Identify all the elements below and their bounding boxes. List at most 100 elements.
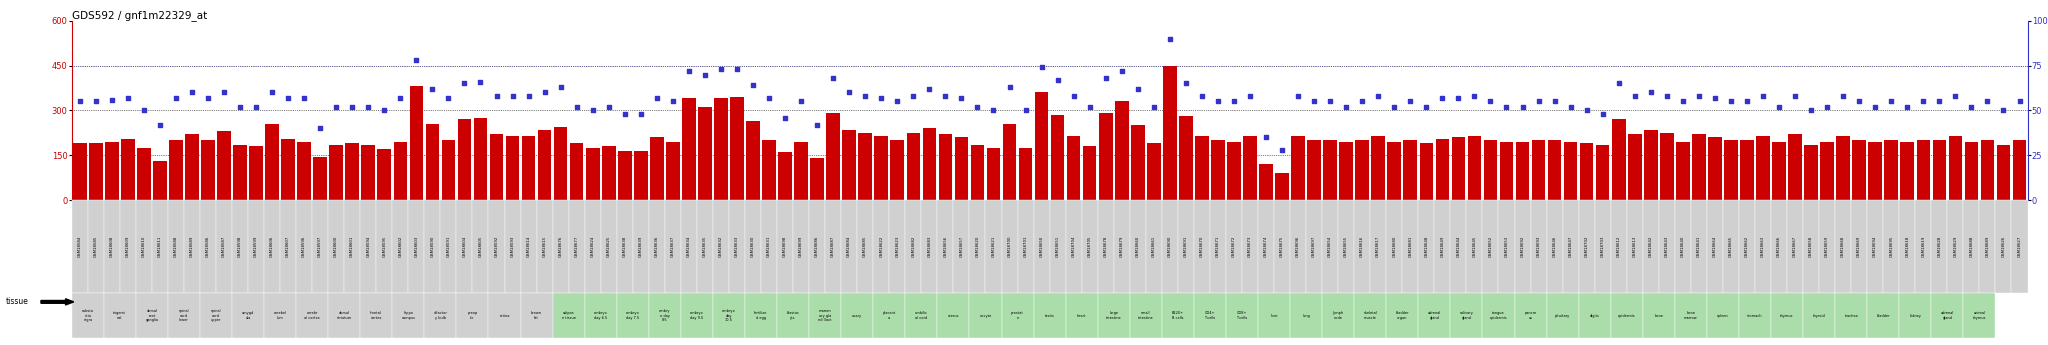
Bar bbox=[891, 140, 903, 200]
Point bbox=[768, 115, 801, 120]
Text: GSM18672: GSM18672 bbox=[1233, 236, 1235, 257]
Point bbox=[977, 108, 1010, 113]
Text: GSM18613: GSM18613 bbox=[1632, 236, 1636, 257]
Point bbox=[496, 93, 528, 99]
Text: GSM18688: GSM18688 bbox=[1970, 236, 1974, 257]
Text: GSM18601: GSM18601 bbox=[350, 236, 354, 257]
Text: GSM18628: GSM18628 bbox=[1937, 236, 1942, 257]
Bar bbox=[1933, 140, 1946, 200]
Point bbox=[1169, 81, 1202, 86]
Bar bbox=[426, 124, 438, 200]
Point bbox=[256, 90, 289, 95]
Bar bbox=[506, 136, 520, 200]
Bar bbox=[682, 98, 696, 200]
Text: amygd
ala: amygd ala bbox=[242, 312, 254, 320]
Text: GSM18624: GSM18624 bbox=[590, 236, 594, 257]
Text: GSM18646: GSM18646 bbox=[1552, 236, 1556, 257]
Text: GSM18590: GSM18590 bbox=[430, 236, 434, 257]
Text: GSM18608: GSM18608 bbox=[111, 236, 115, 257]
Text: GSM18657: GSM18657 bbox=[958, 236, 963, 257]
Text: GSM18658: GSM18658 bbox=[1808, 236, 1812, 257]
Bar bbox=[762, 140, 776, 200]
Bar bbox=[938, 134, 952, 200]
Text: GSM18665: GSM18665 bbox=[1729, 236, 1733, 257]
Point bbox=[80, 99, 113, 104]
Text: GSM18675: GSM18675 bbox=[1280, 236, 1284, 257]
Text: GSM18662: GSM18662 bbox=[1745, 236, 1749, 257]
Point bbox=[561, 104, 594, 110]
Point bbox=[1571, 108, 1604, 113]
Text: GSM18691: GSM18691 bbox=[1184, 236, 1188, 257]
Point bbox=[672, 68, 705, 74]
Bar bbox=[987, 148, 999, 200]
Text: GSM18631: GSM18631 bbox=[768, 236, 770, 257]
Bar bbox=[1372, 136, 1384, 200]
Text: GSM18656: GSM18656 bbox=[944, 236, 948, 257]
Text: GSM18585: GSM18585 bbox=[94, 236, 98, 257]
Text: GSM18679: GSM18679 bbox=[1120, 236, 1124, 257]
Bar bbox=[1548, 140, 1561, 200]
Text: GSM18645: GSM18645 bbox=[1473, 236, 1477, 257]
Text: GSM18619: GSM18619 bbox=[1921, 236, 1925, 257]
Bar bbox=[811, 158, 823, 200]
Bar bbox=[1579, 143, 1593, 200]
Bar bbox=[1163, 66, 1178, 200]
Text: pituitary: pituitary bbox=[1554, 314, 1571, 318]
Point bbox=[1827, 93, 1860, 99]
Text: adrenal
gland: adrenal gland bbox=[1427, 312, 1442, 320]
Bar bbox=[842, 130, 856, 200]
Bar bbox=[1483, 140, 1497, 200]
Text: embryo
day
10.5: embryo day 10.5 bbox=[723, 309, 735, 322]
Bar bbox=[971, 145, 985, 200]
Bar bbox=[569, 143, 584, 200]
Point bbox=[528, 90, 561, 95]
Point bbox=[1475, 99, 1507, 104]
Bar bbox=[154, 161, 166, 200]
Bar bbox=[1403, 140, 1417, 200]
Text: GDS592 / gnf1m22329_at: GDS592 / gnf1m22329_at bbox=[72, 10, 207, 21]
Point bbox=[897, 93, 930, 99]
Text: GSM18666: GSM18666 bbox=[1778, 236, 1782, 257]
Text: frontal
cortex: frontal cortex bbox=[371, 312, 383, 320]
Bar bbox=[1804, 145, 1819, 200]
Text: embryo
day 7.5: embryo day 7.5 bbox=[627, 312, 639, 320]
Point bbox=[176, 90, 209, 95]
Bar bbox=[1067, 136, 1081, 200]
Text: GSM18598: GSM18598 bbox=[238, 236, 242, 257]
Bar bbox=[1516, 142, 1530, 200]
Text: small
intestine: small intestine bbox=[1139, 312, 1153, 320]
Text: GSM18639: GSM18639 bbox=[639, 236, 643, 257]
Point bbox=[2003, 99, 2036, 104]
Text: GSM18705: GSM18705 bbox=[1087, 236, 1092, 257]
Point bbox=[625, 111, 657, 117]
Text: GSM18629: GSM18629 bbox=[1954, 236, 1958, 257]
Point bbox=[352, 104, 385, 110]
Bar bbox=[1210, 140, 1225, 200]
Text: GSM18674: GSM18674 bbox=[1264, 236, 1268, 257]
Text: fertilize
d egg: fertilize d egg bbox=[754, 312, 768, 320]
Text: preop
tic: preop tic bbox=[467, 312, 477, 320]
Bar bbox=[1307, 140, 1321, 200]
Bar bbox=[1901, 142, 1915, 200]
Text: GSM18609: GSM18609 bbox=[125, 236, 129, 257]
Bar bbox=[1851, 140, 1866, 200]
Point bbox=[721, 66, 754, 72]
Point bbox=[1554, 104, 1587, 110]
Bar bbox=[1821, 142, 1833, 200]
Text: liver: liver bbox=[1270, 314, 1278, 318]
Text: GSM18621: GSM18621 bbox=[991, 236, 995, 257]
Text: GSM18642: GSM18642 bbox=[1649, 236, 1653, 257]
Text: bladder
organ: bladder organ bbox=[1395, 312, 1409, 320]
Bar bbox=[586, 148, 600, 200]
Bar bbox=[954, 137, 969, 200]
Point bbox=[913, 86, 946, 92]
Bar bbox=[201, 140, 215, 200]
Text: GSM18668: GSM18668 bbox=[1841, 236, 1845, 257]
Point bbox=[1395, 99, 1427, 104]
Text: GSM18600: GSM18600 bbox=[334, 236, 338, 257]
Bar bbox=[553, 127, 567, 200]
Bar bbox=[1100, 114, 1112, 200]
Point bbox=[737, 82, 770, 88]
Point bbox=[479, 93, 512, 99]
Point bbox=[1618, 93, 1651, 99]
